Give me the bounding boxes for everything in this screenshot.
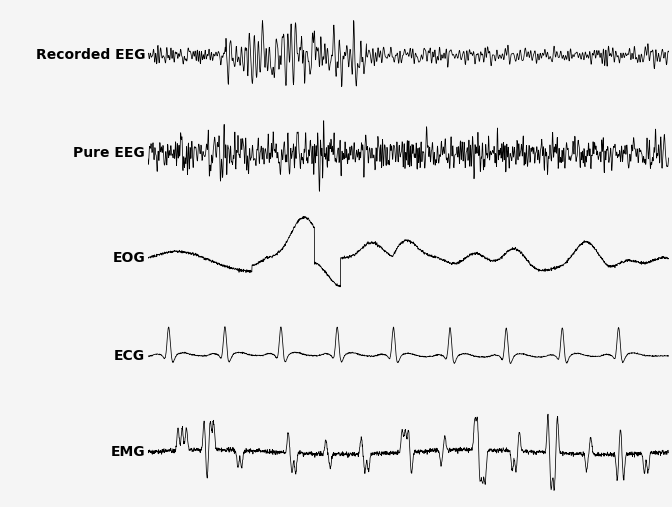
Text: Recorded EEG: Recorded EEG: [36, 49, 145, 62]
Text: Pure EEG: Pure EEG: [73, 147, 145, 161]
Text: EMG: EMG: [111, 445, 145, 459]
Text: ECG: ECG: [114, 349, 145, 364]
Text: EOG: EOG: [112, 251, 145, 265]
